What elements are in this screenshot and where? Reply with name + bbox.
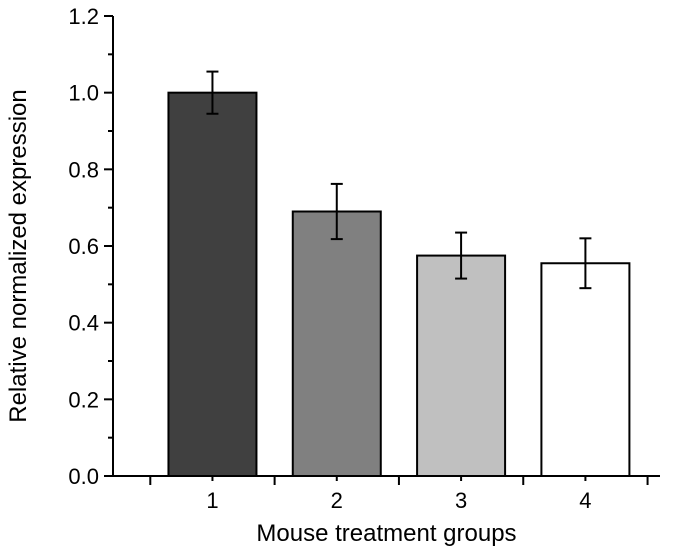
x-tick-label: 4 bbox=[579, 488, 591, 513]
bar-group-3 bbox=[416, 254, 507, 477]
y-tick-label: 0.6 bbox=[68, 234, 99, 259]
bar-group-1 bbox=[167, 91, 258, 478]
y-tick-label: 1.2 bbox=[68, 4, 99, 29]
x-axis-ticks: 1 2 3 4 bbox=[149, 476, 649, 513]
x-tick-label: 2 bbox=[331, 488, 343, 513]
bar-group-4 bbox=[540, 262, 631, 477]
y-tick-label: 0.4 bbox=[68, 311, 99, 336]
bars bbox=[167, 91, 631, 478]
x-tick-label: 3 bbox=[455, 488, 467, 513]
y-tick-label: 0.8 bbox=[68, 157, 99, 182]
bar-group-2 bbox=[291, 210, 382, 477]
y-tick-label: 0.2 bbox=[68, 387, 99, 412]
y-axis-ticks: 0.0 0.2 0.4 0.6 0.8 1.0 1.2 bbox=[68, 4, 113, 489]
y-axis-title: Relative normalized expression bbox=[5, 89, 32, 423]
y-tick-label: 1.0 bbox=[68, 81, 99, 106]
x-axis-title: Mouse treatment groups bbox=[256, 520, 516, 547]
x-tick-label: 1 bbox=[206, 488, 218, 513]
error-bars bbox=[206, 70, 592, 290]
y-tick-label: 0.0 bbox=[68, 464, 99, 489]
